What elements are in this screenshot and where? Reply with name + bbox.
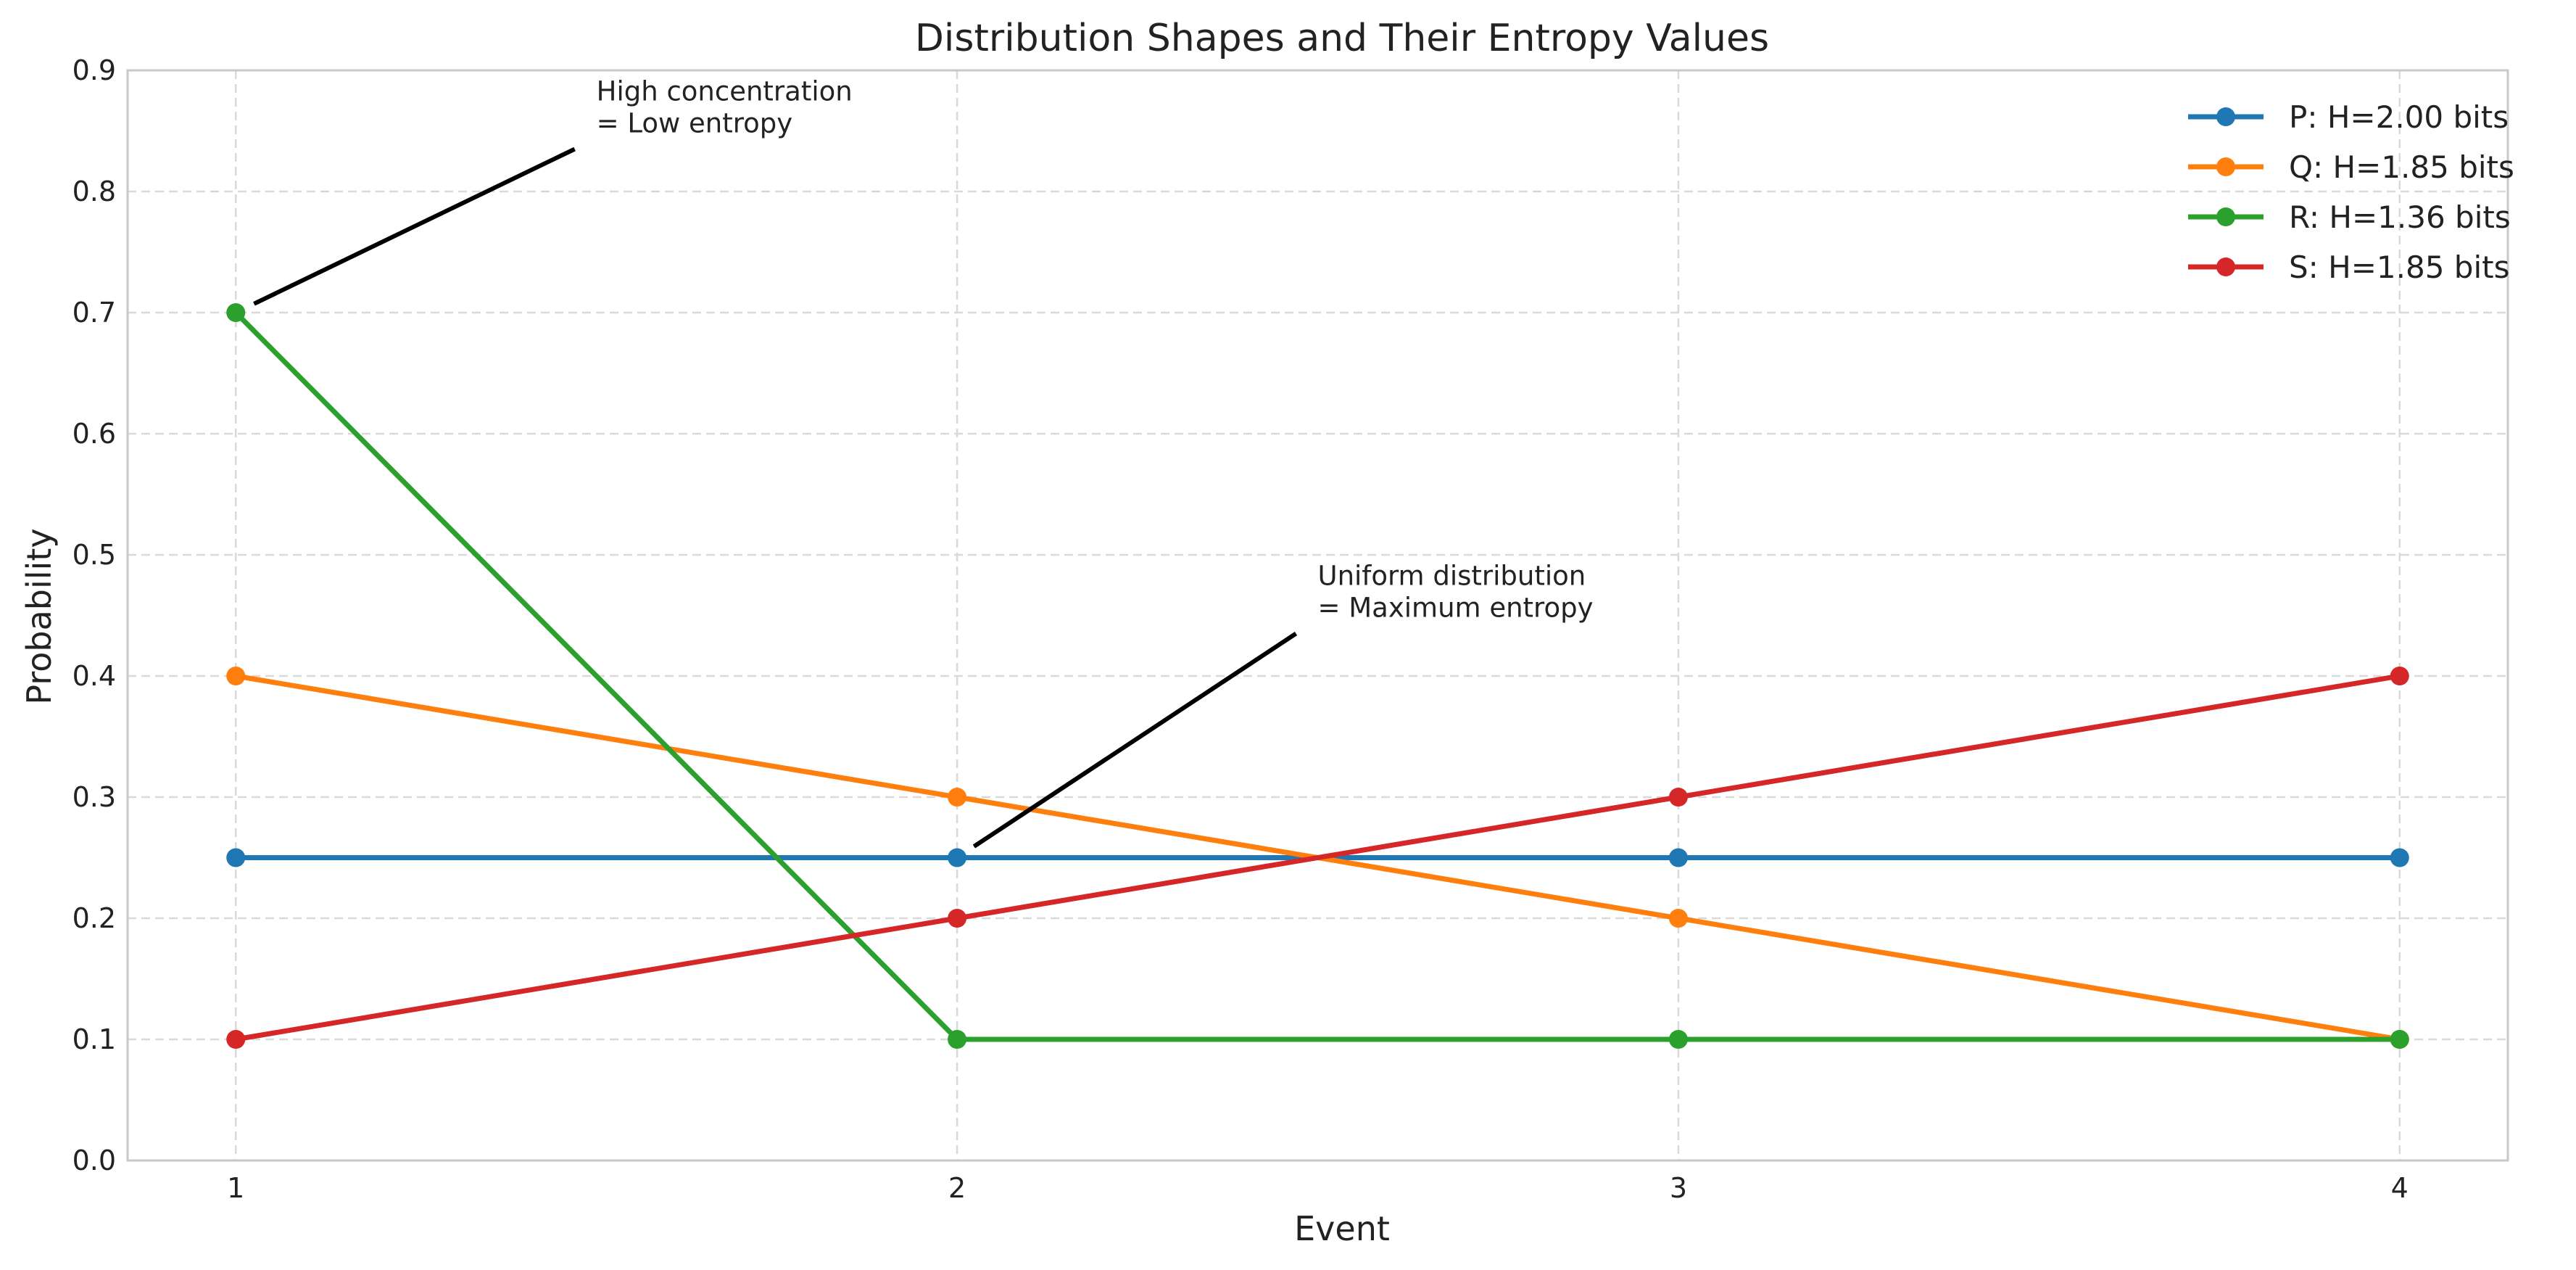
data-point xyxy=(226,1030,246,1049)
data-point xyxy=(226,667,246,685)
series-group xyxy=(226,303,2409,1049)
y-tick-label: 0.5 xyxy=(73,539,116,571)
data-point xyxy=(948,788,967,807)
y-tick-label: 0.9 xyxy=(73,54,116,86)
data-point xyxy=(948,1030,967,1049)
y-tick-label: 0.4 xyxy=(73,660,116,692)
plot-frame xyxy=(126,69,2509,1162)
axis-ticks: 0.0 0.1 0.2 0.3 0.4 0.5 0.6 0.7 0.8 0.9 1 2 3 4 xyxy=(73,54,2409,1204)
data-point xyxy=(2390,1030,2409,1049)
data-point xyxy=(226,848,246,867)
y-axis-label: Probability xyxy=(20,528,59,704)
legend-swatch-marker xyxy=(2216,157,2235,176)
legend-item-0: P: H=2.00 bits xyxy=(2188,99,2509,135)
y-tick-label: 0.1 xyxy=(73,1023,116,1055)
series-line xyxy=(233,673,2403,1042)
data-point xyxy=(2390,848,2409,867)
legend: P: H=2.00 bits Q: H=1.85 bits R: H=1.36 bi… xyxy=(2188,99,2514,285)
legend-item-3: S: H=1.85 bits xyxy=(2188,250,2509,285)
annotations: High concentration= Low entropy Uniform d… xyxy=(253,76,1594,849)
data-point xyxy=(1668,788,1688,807)
x-tick-label: 2 xyxy=(948,1172,966,1204)
data-point xyxy=(226,303,246,322)
data-point xyxy=(948,909,967,928)
legend-label: S: H=1.85 bits xyxy=(2289,250,2509,285)
annotation-text: = Low entropy xyxy=(597,108,793,139)
data-point xyxy=(948,848,967,867)
x-axis-label: Event xyxy=(1294,1209,1390,1248)
y-tick-label: 0.6 xyxy=(73,418,116,450)
y-tick-label: 0.0 xyxy=(73,1145,116,1176)
y-tick-label: 0.8 xyxy=(73,176,116,207)
annotation-1: Uniform distribution= Maximum entropy xyxy=(972,561,1594,849)
data-point xyxy=(1668,1030,1688,1049)
x-tick-label: 3 xyxy=(1670,1172,1687,1204)
series-line xyxy=(233,310,2403,1042)
series-2 xyxy=(226,303,2409,1049)
legend-swatch-marker xyxy=(2216,257,2235,276)
annotation-text: High concentration xyxy=(597,76,853,107)
legend-swatch-marker xyxy=(2216,107,2235,126)
legend-label: Q: H=1.85 bits xyxy=(2289,149,2514,185)
data-point xyxy=(1668,848,1688,867)
legend-item-2: R: H=1.36 bits xyxy=(2188,199,2511,235)
annotation-0: High concentration= Low entropy xyxy=(253,76,853,306)
y-tick-label: 0.7 xyxy=(73,297,116,329)
annotation-arrow xyxy=(253,147,576,306)
annotation-text: = Maximum entropy xyxy=(1318,593,1594,624)
data-point xyxy=(1668,909,1688,928)
legend-label: R: H=1.36 bits xyxy=(2289,199,2511,235)
annotation-arrow xyxy=(972,631,1298,849)
data-point xyxy=(2390,667,2409,685)
chart-title: Distribution Shapes and Their Entropy Va… xyxy=(915,17,1769,60)
x-tick-label: 4 xyxy=(2391,1172,2409,1204)
legend-swatch-marker xyxy=(2216,207,2235,226)
y-tick-label: 0.3 xyxy=(73,781,116,813)
legend-label: P: H=2.00 bits xyxy=(2289,99,2509,135)
y-tick-label: 0.2 xyxy=(73,902,116,934)
legend-item-1: Q: H=1.85 bits xyxy=(2188,149,2514,185)
series-3 xyxy=(226,667,2409,1049)
annotation-text: Uniform distribution xyxy=(1318,561,1586,592)
x-tick-label: 1 xyxy=(227,1172,244,1204)
